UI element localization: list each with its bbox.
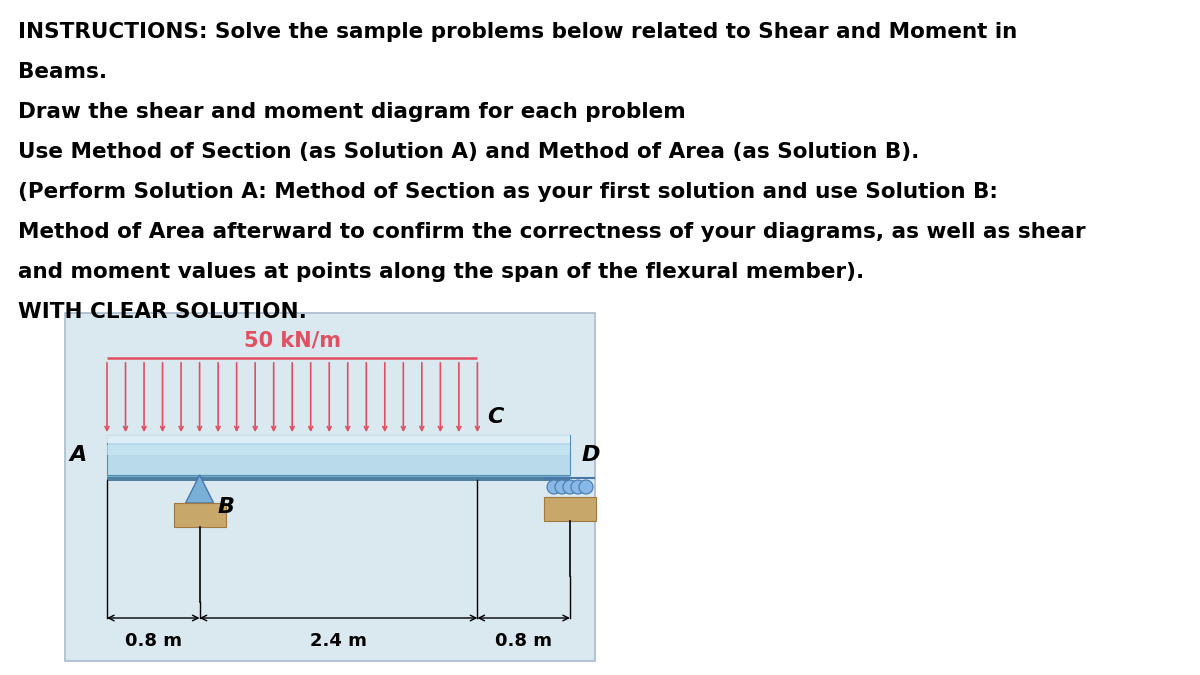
Bar <box>107 469 570 477</box>
Text: (Perform Solution A: Method of Section as your first solution and use Solution B: (Perform Solution A: Method of Section a… <box>18 182 998 202</box>
Bar <box>107 435 570 475</box>
Text: C: C <box>487 407 504 427</box>
Bar <box>65 313 595 661</box>
Text: 0.8 m: 0.8 m <box>496 632 552 650</box>
Text: Method of Area afterward to confirm the correctness of your diagrams, as well as: Method of Area afterward to confirm the … <box>18 222 1086 242</box>
Circle shape <box>571 480 586 494</box>
Text: Use Method of Section (as Solution A) and Method of Area (as Solution B).: Use Method of Section (as Solution A) an… <box>18 142 919 162</box>
Bar <box>174 503 226 527</box>
Circle shape <box>554 480 569 494</box>
Bar <box>107 435 570 443</box>
Text: 50 kN/m: 50 kN/m <box>244 330 341 350</box>
Circle shape <box>563 480 577 494</box>
Text: 2.4 m: 2.4 m <box>310 632 367 650</box>
Text: 0.8 m: 0.8 m <box>125 632 182 650</box>
Text: and moment values at points along the span of the flexural member).: and moment values at points along the sp… <box>18 262 864 282</box>
Text: Draw the shear and moment diagram for each problem: Draw the shear and moment diagram for ea… <box>18 102 685 122</box>
Text: Beams.: Beams. <box>18 62 107 82</box>
Text: A: A <box>70 445 88 465</box>
Text: B: B <box>217 497 235 517</box>
Circle shape <box>580 480 593 494</box>
Text: D: D <box>582 445 600 465</box>
Circle shape <box>547 480 562 494</box>
Text: WITH CLEAR SOLUTION.: WITH CLEAR SOLUTION. <box>18 302 307 322</box>
Text: INSTRUCTIONS: Solve the sample problems below related to Shear and Moment in: INSTRUCTIONS: Solve the sample problems … <box>18 22 1018 42</box>
Bar <box>107 445 570 455</box>
Polygon shape <box>186 475 214 503</box>
Bar <box>107 475 570 481</box>
Bar <box>544 497 596 521</box>
